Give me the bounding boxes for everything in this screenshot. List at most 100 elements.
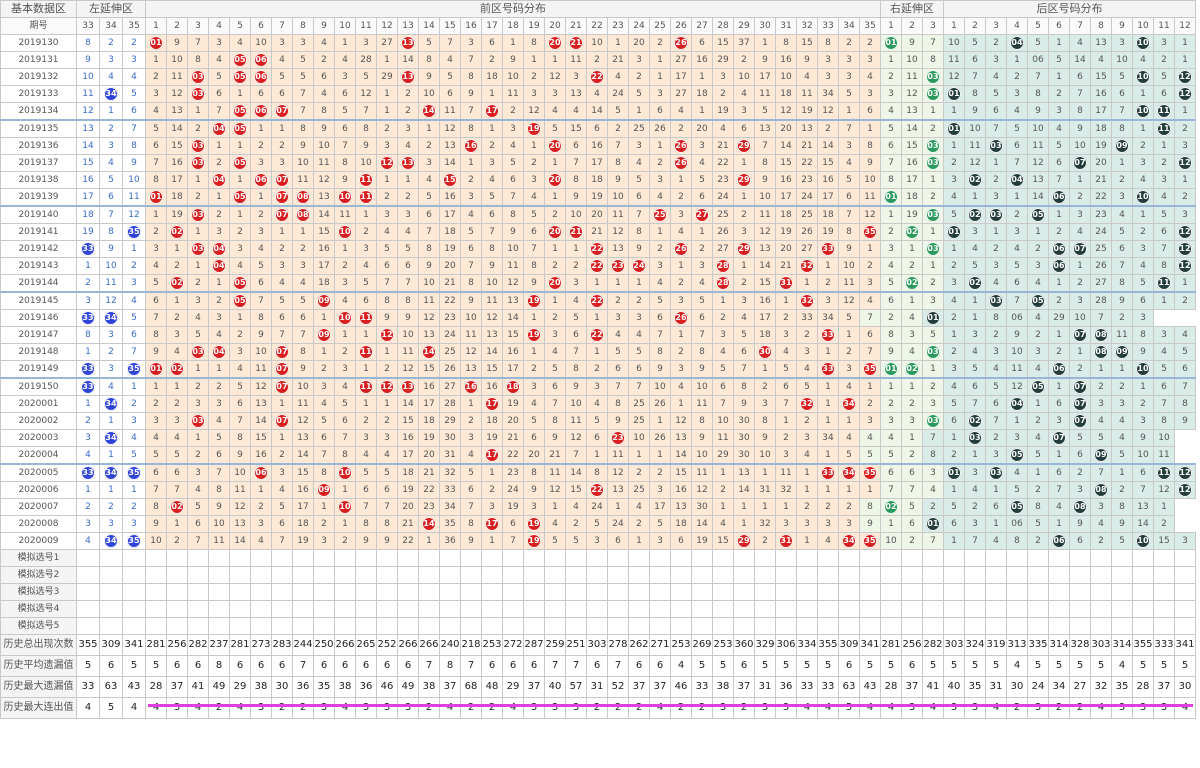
simulation-cell[interactable] (502, 617, 524, 635)
simulation-cell[interactable] (481, 583, 503, 601)
simulation-cell[interactable] (985, 583, 1007, 601)
simulation-cell[interactable] (250, 617, 272, 635)
simulation-cell[interactable] (880, 617, 902, 635)
simulation-cell[interactable] (649, 617, 671, 635)
simulation-cell[interactable] (670, 549, 692, 567)
simulation-cell[interactable] (397, 566, 419, 584)
simulation-cell[interactable] (334, 566, 356, 584)
simulation-cell[interactable] (397, 600, 419, 618)
simulation-cell[interactable] (754, 566, 776, 584)
simulation-cell[interactable] (901, 617, 923, 635)
simulation-cell[interactable] (229, 583, 251, 601)
simulation-cell[interactable] (901, 549, 923, 567)
simulation-cell[interactable] (1132, 549, 1154, 567)
simulation-cell[interactable] (565, 600, 587, 618)
simulation-cell[interactable] (439, 549, 461, 567)
simulation-cell[interactable] (628, 583, 650, 601)
simulation-cell[interactable] (565, 549, 587, 567)
simulation-cell[interactable] (586, 566, 608, 584)
simulation-cell[interactable] (1006, 600, 1028, 618)
simulation-cell[interactable] (99, 583, 123, 601)
simulation-cell[interactable] (670, 617, 692, 635)
simulation-cell[interactable] (733, 600, 755, 618)
simulation-cell[interactable] (775, 600, 797, 618)
simulation-cell[interactable] (460, 566, 482, 584)
simulation-cell[interactable] (271, 600, 293, 618)
simulation-cell[interactable] (796, 549, 818, 567)
simulation-cell[interactable] (187, 549, 209, 567)
simulation-cell[interactable] (313, 600, 335, 618)
simulation-cell[interactable] (880, 583, 902, 601)
simulation-cell[interactable] (628, 566, 650, 584)
simulation-cell[interactable] (229, 566, 251, 584)
simulation-cell[interactable] (1048, 600, 1070, 618)
simulation-cell[interactable] (670, 566, 692, 584)
simulation-cell[interactable] (985, 566, 1007, 584)
simulation-cell[interactable] (1027, 583, 1049, 601)
simulation-cell[interactable] (1006, 549, 1028, 567)
simulation-cell[interactable] (145, 617, 167, 635)
simulation-cell[interactable] (544, 566, 566, 584)
simulation-cell[interactable] (712, 617, 734, 635)
simulation-cell[interactable] (817, 566, 839, 584)
simulation-cell[interactable] (250, 583, 272, 601)
simulation-cell[interactable] (1090, 600, 1112, 618)
simulation-cell[interactable] (523, 549, 545, 567)
simulation-cell[interactable] (1132, 617, 1154, 635)
simulation-cell[interactable] (985, 600, 1007, 618)
simulation-cell[interactable] (229, 617, 251, 635)
simulation-cell[interactable] (1048, 549, 1070, 567)
simulation-cell[interactable] (481, 549, 503, 567)
simulation-cell[interactable] (775, 583, 797, 601)
simulation-cell[interactable] (271, 549, 293, 567)
simulation-cell[interactable] (586, 617, 608, 635)
simulation-cell[interactable] (166, 617, 188, 635)
simulation-cell[interactable] (122, 549, 146, 567)
simulation-cell[interactable] (775, 617, 797, 635)
simulation-cell[interactable] (733, 617, 755, 635)
simulation-cell[interactable] (859, 600, 881, 618)
simulation-cell[interactable] (754, 600, 776, 618)
simulation-cell[interactable] (838, 600, 860, 618)
simulation-cell[interactable] (1027, 600, 1049, 618)
simulation-cell[interactable] (250, 566, 272, 584)
simulation-cell[interactable] (460, 583, 482, 601)
simulation-cell[interactable] (397, 583, 419, 601)
simulation-cell[interactable] (523, 583, 545, 601)
simulation-cell[interactable] (796, 583, 818, 601)
simulation-row[interactable]: 模拟选号5 (0, 617, 1196, 635)
simulation-cell[interactable] (271, 617, 293, 635)
simulation-cell[interactable] (754, 617, 776, 635)
simulation-cell[interactable] (964, 600, 986, 618)
simulation-cell[interactable] (1111, 566, 1133, 584)
simulation-cell[interactable] (565, 583, 587, 601)
simulation-cell[interactable] (523, 617, 545, 635)
simulation-cell[interactable] (544, 583, 566, 601)
simulation-cell[interactable] (1027, 566, 1049, 584)
simulation-cell[interactable] (1090, 549, 1112, 567)
simulation-cell[interactable] (1048, 617, 1070, 635)
simulation-cell[interactable] (775, 549, 797, 567)
simulation-cell[interactable] (1174, 617, 1196, 635)
simulation-cell[interactable] (691, 566, 713, 584)
simulation-cell[interactable] (586, 549, 608, 567)
simulation-cell[interactable] (901, 566, 923, 584)
simulation-cell[interactable] (796, 600, 818, 618)
simulation-cell[interactable] (122, 583, 146, 601)
simulation-cell[interactable] (122, 617, 146, 635)
simulation-cell[interactable] (271, 583, 293, 601)
simulation-cell[interactable] (796, 617, 818, 635)
simulation-cell[interactable] (313, 617, 335, 635)
simulation-cell[interactable] (754, 583, 776, 601)
simulation-cell[interactable] (313, 566, 335, 584)
simulation-cell[interactable] (838, 549, 860, 567)
simulation-cell[interactable] (1174, 600, 1196, 618)
simulation-cell[interactable] (1006, 617, 1028, 635)
simulation-cell[interactable] (712, 566, 734, 584)
simulation-cell[interactable] (1132, 583, 1154, 601)
simulation-cell[interactable] (460, 549, 482, 567)
simulation-cell[interactable] (817, 600, 839, 618)
simulation-cell[interactable] (292, 566, 314, 584)
simulation-cell[interactable] (901, 583, 923, 601)
simulation-cell[interactable] (859, 583, 881, 601)
